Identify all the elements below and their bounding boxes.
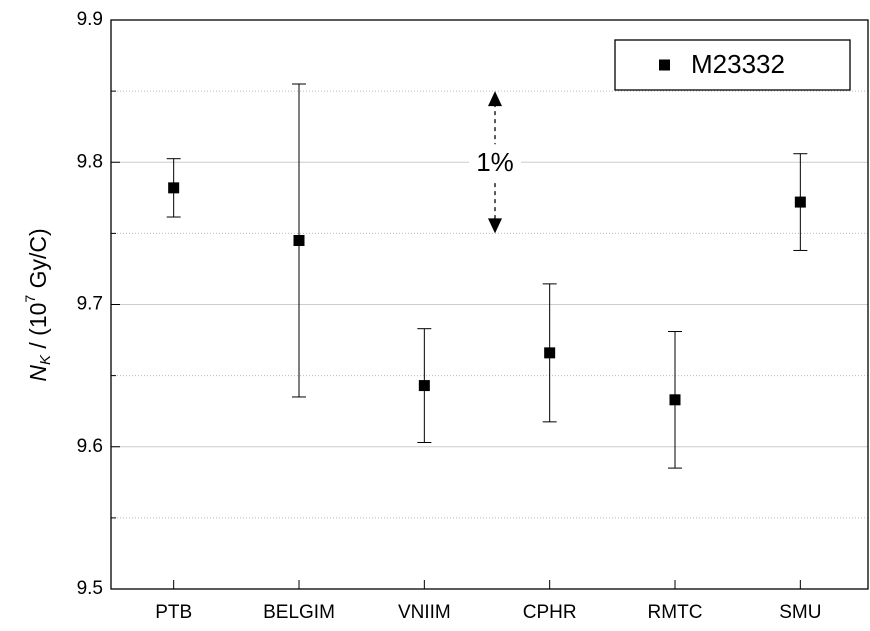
marker <box>293 234 305 246</box>
marker <box>418 380 430 392</box>
x-tick-label: PTB <box>155 602 192 623</box>
y-tick-label: 9.7 <box>77 294 103 315</box>
x-tick-label: BELGIM <box>263 602 335 623</box>
x-tick-label: SMU <box>779 602 821 623</box>
marker <box>544 347 556 359</box>
marker <box>669 394 681 406</box>
legend-marker <box>659 59 670 71</box>
x-tick-label: RMTC <box>648 602 703 623</box>
annotation-text: 1% <box>476 147 514 177</box>
y-label-unit: Gy/C) <box>25 228 51 294</box>
annotation-bg <box>469 144 521 181</box>
legend-box <box>614 39 851 91</box>
arrow-head <box>488 218 502 234</box>
x-tick-label: VNIIM <box>398 602 451 623</box>
y-label-symbol: N <box>25 365 51 382</box>
arrow-head <box>488 91 502 107</box>
y-tick-label: 9.8 <box>77 151 103 172</box>
y-label-subscript: K <box>37 354 54 365</box>
y-label-text: / (10 <box>25 303 51 355</box>
marker <box>794 196 806 208</box>
legend-label: M23332 <box>691 49 785 79</box>
marker <box>168 182 180 194</box>
y-label-superscript: 7 <box>22 295 38 303</box>
y-tick-label: 9.9 <box>77 9 103 30</box>
x-tick-label: CPHR <box>523 602 577 623</box>
plot-frame <box>110 19 869 590</box>
y-tick-label: 9.6 <box>77 436 103 457</box>
y-tick-label: 9.5 <box>77 578 103 599</box>
y-axis-label: NK / (107 Gy/C) <box>22 228 54 381</box>
